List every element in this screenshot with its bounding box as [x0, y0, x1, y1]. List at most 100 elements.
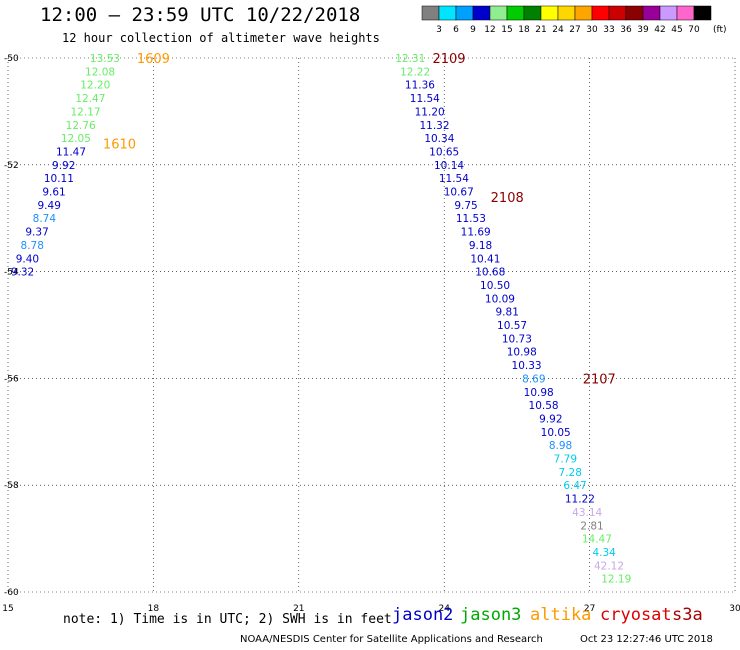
chart-subtitle: 12 hour collection of altimeter wave hei…	[62, 31, 380, 45]
swh-value: 8.78	[21, 240, 44, 252]
swh-value: 11.20	[415, 106, 445, 118]
footer-note: note: 1) Time is in UTC; 2) SWH is in fe…	[63, 612, 392, 627]
swh-value: 9.18	[469, 240, 492, 252]
legend-altika: altika	[530, 605, 592, 625]
colorbar-swatch	[574, 5, 593, 21]
swh-value: 11.69	[461, 227, 491, 239]
swh-value: 12.20	[80, 80, 110, 92]
swh-value: 10.57	[497, 320, 527, 332]
colorbar-label: 70	[688, 25, 700, 35]
colorbar-swatch	[557, 5, 576, 21]
x-tick-label: 30	[729, 604, 740, 614]
colorbar-swatch	[591, 5, 610, 21]
colorbar-swatch	[540, 5, 559, 21]
colorbar-swatch	[421, 5, 440, 21]
swh-value: 11.36	[405, 80, 435, 92]
swh-value: 9.40	[16, 253, 39, 265]
colorbar-swatch	[455, 5, 474, 21]
swh-value: 11.32	[419, 120, 449, 132]
swh-value: 10.73	[502, 333, 532, 345]
swh-value: 10.09	[485, 293, 515, 305]
colorbar-swatch	[472, 5, 491, 21]
swh-value: 13.53	[90, 53, 120, 65]
colorbar-swatch	[693, 5, 712, 21]
track-label: 1610	[103, 137, 136, 152]
y-tick-label: -60	[4, 588, 19, 598]
swh-value: 9.92	[539, 413, 562, 425]
swh-value: 9.32	[11, 267, 34, 279]
x-tick-label: 21	[293, 604, 304, 614]
swh-value: 9.61	[42, 187, 65, 199]
colorbar-label: 33	[603, 25, 614, 35]
x-tick-label: 15	[2, 604, 13, 614]
swh-value: 10.33	[512, 360, 542, 372]
swh-value: 8.74	[33, 213, 57, 225]
swh-value: 12.31	[395, 53, 425, 65]
swh-value: 11.53	[456, 213, 486, 225]
swh-value: 12.47	[75, 93, 105, 105]
swh-value: 11.54	[410, 93, 440, 105]
y-tick-label: -58	[4, 481, 19, 491]
swh-value: 12.19	[601, 574, 631, 586]
swh-value: 9.81	[496, 307, 519, 319]
colorbar-swatch	[625, 5, 644, 21]
legend-jason2: jason2	[392, 605, 454, 625]
generated-timestamp: Oct 23 12:27:46 UTC 2018	[580, 634, 713, 645]
colorbar-label: 6	[453, 25, 459, 35]
swh-value: 10.11	[44, 173, 74, 185]
swh-value: 10.34	[424, 133, 454, 145]
track-label: 2108	[491, 191, 524, 206]
swh-value: 10.50	[480, 280, 510, 292]
y-tick-label: -50	[4, 54, 19, 64]
swh-value: 12.17	[71, 106, 101, 118]
swh-value: 8.69	[522, 373, 545, 385]
x-tick-label: 27	[584, 604, 595, 614]
colorbar-swatch	[642, 5, 661, 21]
swh-value: 11.54	[439, 173, 469, 185]
colorbar-swatch	[676, 5, 695, 21]
swh-value: 10.41	[470, 253, 500, 265]
swh-value: 10.65	[429, 146, 459, 158]
colorbar-label: 12	[484, 25, 495, 35]
swh-value: 12.08	[85, 66, 115, 78]
y-tick-label: -54	[4, 268, 19, 278]
colorbar-swatch	[523, 5, 542, 21]
swh-value: 10.14	[434, 160, 464, 172]
colorbar-label: 9	[470, 25, 476, 35]
swh-value: 9.75	[454, 200, 477, 212]
track-label: 2107	[583, 372, 616, 387]
swh-value: 10.67	[444, 187, 474, 199]
colorbar-label: 36	[620, 25, 632, 35]
swh-value: 4.34	[592, 547, 616, 559]
swh-value: 11.47	[56, 146, 86, 158]
colorbar-label: 42	[654, 25, 665, 35]
swh-value: 2.81	[580, 520, 603, 532]
swh-value: 7.79	[554, 454, 577, 466]
swh-value: 10.58	[529, 400, 559, 412]
chart-title: 12:00 – 23:59 UTC 10/22/2018	[40, 4, 361, 26]
colorbar-label: 15	[501, 25, 512, 35]
colorbar-swatch	[489, 5, 508, 21]
plot-area: 15 18 21 24 27 30 -50 -52 -54 -56 -58 -60 13.5312.08…	[2, 52, 740, 614]
swh-value: 12.05	[61, 133, 91, 145]
colorbar-label: 3	[436, 25, 442, 35]
x-tick-label: 24	[438, 604, 450, 614]
swh-value: 10.98	[507, 347, 537, 359]
swh-value: 6.47	[563, 480, 586, 492]
legend-s3a: s3a	[672, 605, 703, 625]
colorbar-unit: (ft)	[713, 25, 727, 35]
swh-value: 42.12	[594, 560, 624, 572]
colorbar-swatch	[659, 5, 678, 21]
swh-value: 7.28	[559, 467, 582, 479]
swh-value: 8.98	[549, 440, 572, 452]
colorbar-swatch	[608, 5, 627, 21]
colorbar-swatch	[506, 5, 525, 21]
colorbar-label: 24	[552, 25, 564, 35]
legend-cryosat: cryosat	[600, 605, 672, 625]
swh-value: 11.22	[565, 494, 595, 506]
colorbar-label: 18	[518, 25, 530, 35]
y-tick-label: -52	[4, 161, 19, 171]
colorbar-label: 27	[569, 25, 580, 35]
swh-value: 14.47	[582, 534, 612, 546]
